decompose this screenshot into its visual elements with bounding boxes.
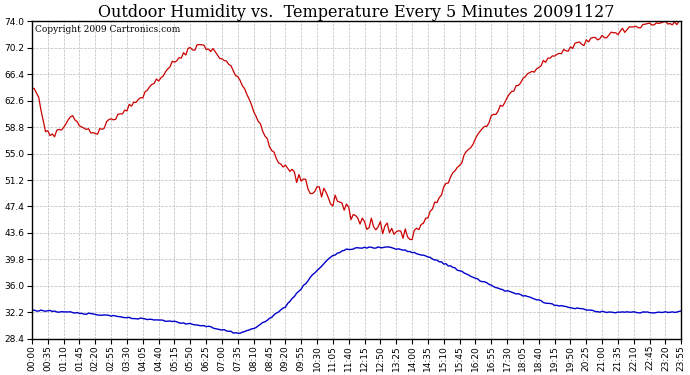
Text: Copyright 2009 Cartronics.com: Copyright 2009 Cartronics.com: [35, 24, 181, 33]
Title: Outdoor Humidity vs.  Temperature Every 5 Minutes 20091127: Outdoor Humidity vs. Temperature Every 5…: [99, 4, 615, 21]
